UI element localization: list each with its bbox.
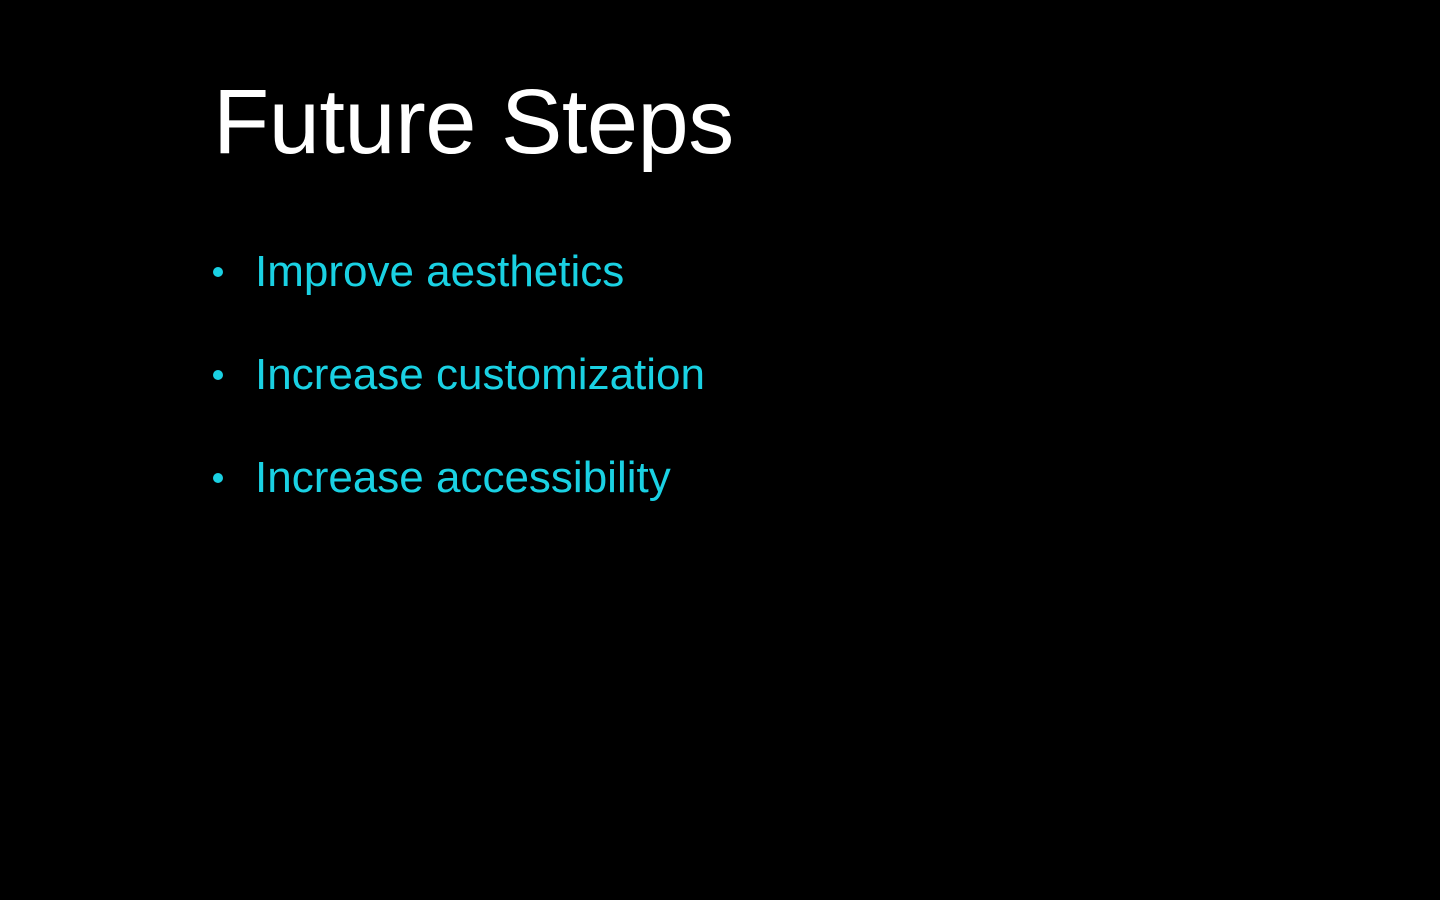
bullet-item: Increase customization — [213, 347, 705, 403]
bullet-text: Improve aesthetics — [255, 247, 625, 296]
bullet-text: Increase accessibility — [255, 453, 671, 502]
bullet-text: Increase customization — [255, 350, 705, 399]
bullet-point-icon — [213, 370, 223, 380]
slide-title: Future Steps — [213, 71, 734, 173]
bullet-item: Increase accessibility — [213, 450, 705, 506]
bullet-point-icon — [213, 473, 223, 483]
bullet-item: Improve aesthetics — [213, 244, 705, 300]
bullet-list: Improve aesthetics Increase customizatio… — [213, 244, 705, 553]
bullet-point-icon — [213, 267, 223, 277]
